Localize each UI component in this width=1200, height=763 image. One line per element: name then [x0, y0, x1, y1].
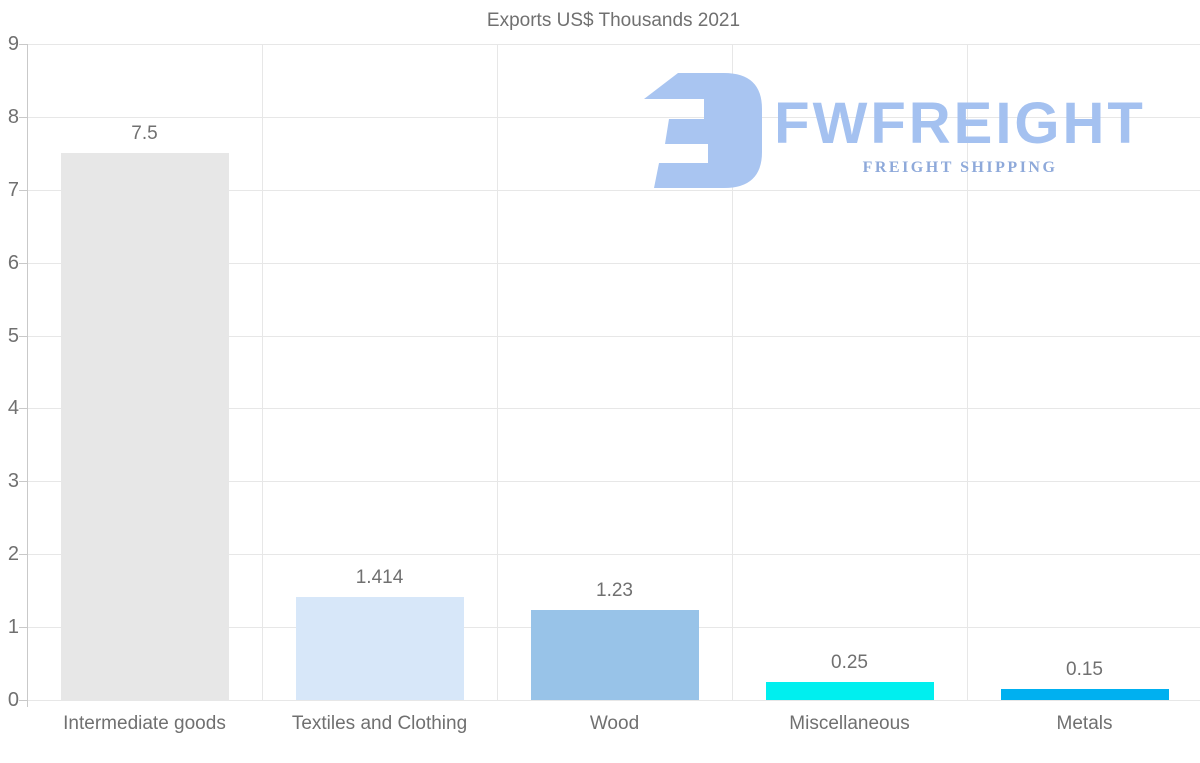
category-label-metals: Metals: [1056, 713, 1113, 734]
gridline-x-2: [497, 44, 498, 700]
ytick-label-8: 8: [7, 106, 19, 128]
gridline-x-3: [732, 44, 733, 700]
ytick-mark-0: [19, 700, 27, 701]
ytick-label-4: 4: [7, 397, 19, 419]
bar-value-label-metals: 0.15: [1066, 659, 1103, 680]
brand-tagline: FREIGHT SHIPPING: [862, 159, 1058, 176]
ytick-mark-9: [19, 44, 27, 45]
ytick-mark-7: [19, 190, 27, 191]
gridline-y-2: [27, 554, 1200, 555]
gridline-y-4: [27, 408, 1200, 409]
fw-monogram-icon: [644, 73, 762, 188]
ytick-label-7: 7: [7, 179, 19, 201]
ytick-label-3: 3: [7, 470, 19, 492]
ytick-mark-8: [19, 117, 27, 118]
ytick-label-2: 2: [7, 543, 19, 565]
ytick-label-9: 9: [7, 33, 19, 55]
gridline-y-3: [27, 481, 1200, 482]
ytick-label-0: 0: [7, 689, 19, 711]
ytick-mark-2: [19, 554, 27, 555]
category-label-textiles-and-clothing: Textiles and Clothing: [291, 713, 468, 734]
bar-value-label-textiles-and-clothing: 1.414: [355, 567, 404, 588]
brand-wordmark: FWFREIGHT: [774, 91, 1146, 156]
bar-intermediate-goods: [61, 153, 229, 700]
bar-wood: [531, 610, 699, 700]
chart-title: Exports US$ Thousands 2021: [486, 10, 741, 31]
gridline-x-4: [967, 44, 968, 700]
gridline-y-7: [27, 190, 1200, 191]
gridline-y-8: [27, 117, 1200, 118]
gridline-x-1: [262, 44, 263, 700]
y-axis-line: [27, 44, 28, 707]
bar-textiles-and-clothing: [296, 597, 464, 700]
ytick-mark-6: [19, 263, 27, 264]
bar-value-label-miscellaneous: 0.25: [831, 652, 868, 673]
category-label-intermediate-goods: Intermediate goods: [63, 713, 226, 734]
ytick-mark-5: [19, 336, 27, 337]
bar-value-label-intermediate-goods: 7.5: [131, 123, 158, 144]
gridline-y-9: [27, 44, 1200, 45]
brand-logo: [644, 73, 762, 193]
ytick-mark-1: [19, 627, 27, 628]
gridline-y-0: [27, 700, 1200, 701]
category-label-miscellaneous: Miscellaneous: [789, 713, 910, 734]
ytick-label-6: 6: [7, 252, 19, 274]
ytick-mark-4: [19, 408, 27, 409]
ytick-mark-3: [19, 481, 27, 482]
ytick-label-5: 5: [7, 325, 19, 347]
ytick-label-1: 1: [7, 616, 19, 638]
category-label-wood: Wood: [589, 713, 640, 734]
bar-metals: [1001, 689, 1169, 700]
gridline-y-5: [27, 336, 1200, 337]
bar-value-label-wood: 1.23: [596, 580, 633, 601]
gridline-y-6: [27, 263, 1200, 264]
bar-miscellaneous: [766, 682, 934, 700]
